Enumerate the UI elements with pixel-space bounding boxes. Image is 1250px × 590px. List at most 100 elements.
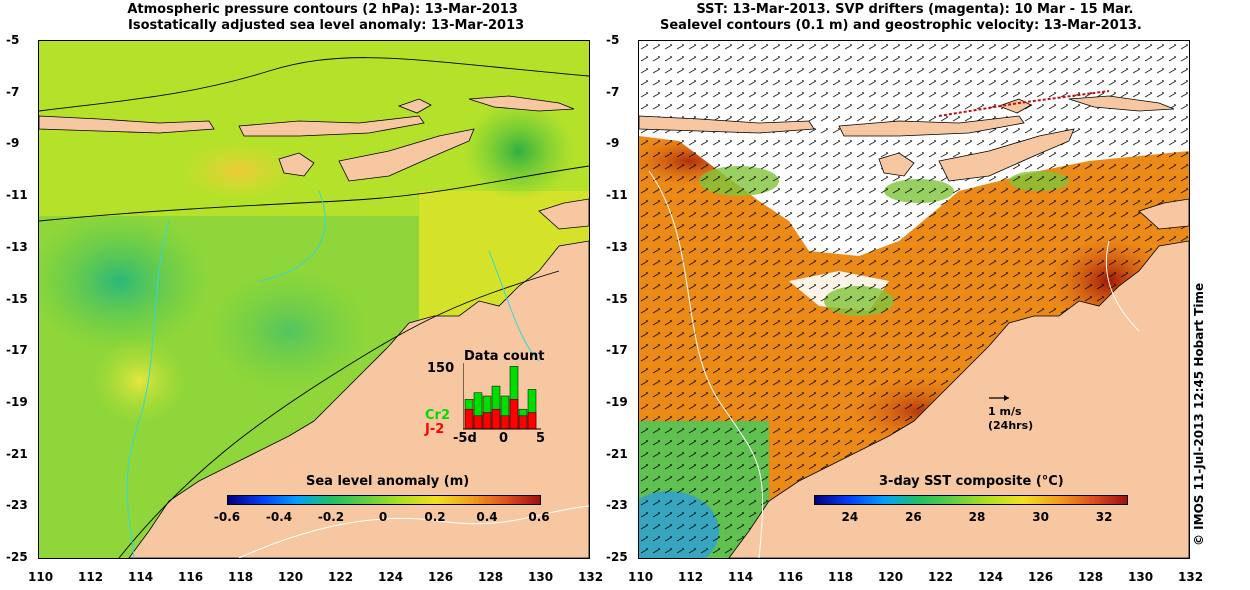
x-tick-label: 126 (1028, 570, 1054, 584)
islands (639, 95, 1189, 230)
velocity-scale-label: 1 m/s (988, 405, 1022, 418)
colorbar-tick-label: 24 (841, 510, 859, 524)
pressure-contours (39, 57, 589, 558)
colorbar-tick-label: 0.4 (476, 510, 498, 524)
anomaly-blob-south (89, 336, 189, 426)
colorbar-tick-label: 30 (1032, 510, 1049, 524)
colorbar-tick-label: -0.6 (213, 510, 241, 524)
australia-land (128, 240, 589, 558)
y-tick-label: -5 (606, 33, 620, 47)
y-tick-label: -21 (606, 446, 628, 461)
data-count-x-label-end: 5 (536, 431, 546, 446)
sst-map: 1 m/s (24hrs) 3-day SST composite (°C) 2… (638, 40, 1190, 559)
australia-land (728, 240, 1189, 558)
x-tick-label: 122 (328, 570, 354, 584)
y-tick-label: -15 (6, 291, 28, 306)
x-tick-label: 128 (478, 570, 504, 584)
x-tick-label: 120 (878, 570, 904, 584)
drifter-track (938, 90, 1110, 117)
left-title-line2: Isostatically adjusted sea level anomaly… (128, 18, 525, 33)
velocity-scale-sublabel: (24hrs) (988, 419, 1034, 432)
j2-bar (500, 415, 510, 430)
data-count-chart (463, 363, 541, 430)
y-tick-label: -17 (6, 343, 28, 358)
y-tick-label: -23 (606, 498, 628, 513)
x-tick-label: 122 (928, 570, 954, 584)
x-tick-label: 132 (1178, 570, 1204, 584)
x-tick-label: 130 (528, 570, 554, 584)
x-tick-label: 124 (978, 570, 1004, 584)
colorbar-tick-label: -0.4 (265, 510, 293, 524)
j2-bar (518, 415, 528, 430)
x-tick-label: 114 (128, 570, 154, 584)
y-tick-label: -7 (6, 84, 20, 99)
j2-bar (509, 399, 519, 430)
x-tick-label: 116 (178, 570, 204, 584)
y-tick-label: -11 (6, 188, 28, 203)
y-tick-label: -25 (6, 550, 28, 564)
anomaly-blob-west (39, 211, 209, 351)
x-tick-label: 110 (628, 570, 654, 584)
j2-bar (482, 412, 492, 430)
left-panel-title: Atmospheric pressure contours (2 hPa): 1… (86, 2, 524, 34)
colorbar-tick-label: 0.6 (528, 510, 550, 524)
sea-level-anomaly-map: Sea level anomaly (m) -0.6 -0.4 -0.2 0 0.2 0.… (38, 40, 590, 559)
anomaly-blob-east (464, 101, 574, 201)
y-tick-label: -5 (6, 33, 20, 47)
colorbar-tick-label: 26 (905, 510, 922, 524)
series-j2-label: J-2 (425, 422, 445, 437)
colorbar-tick-label: 28 (968, 510, 986, 524)
x-tick-label: 120 (278, 570, 304, 584)
sla-colorbar (227, 495, 541, 505)
right-title-line1: SST: 13-Mar-2013. SVP drifters (magenta)… (696, 2, 1134, 17)
y-tick-label: -15 (606, 291, 628, 306)
colorbar-tick-label: 32 (1095, 510, 1113, 524)
copyright-timestamp: © IMOS 11-Jul-2013 12:45 Hobart Time (1192, 282, 1206, 546)
sla-colorbar-title: Sea level anomaly (m) (306, 474, 470, 489)
x-tick-label: 126 (428, 570, 454, 584)
x-tick-label: 118 (228, 570, 254, 584)
x-tick-label: 118 (828, 570, 854, 584)
x-tick-label: 112 (678, 570, 704, 584)
anomaly-blob-mid (209, 271, 369, 391)
colorbar-tick-label: 0 (378, 510, 388, 524)
j2-bar (527, 412, 537, 430)
right-panel-title: SST: 13-Mar-2013. SVP drifters (magenta)… (640, 2, 1142, 34)
anomaly-blob-timor (179, 141, 299, 201)
data-count-title: Data count (464, 349, 545, 364)
y-tick-label: -25 (606, 550, 628, 564)
y-tick-label: -19 (6, 394, 28, 409)
j2-bar (491, 408, 501, 430)
y-tick-label: -19 (606, 394, 628, 409)
x-tick-label: 130 (1128, 570, 1154, 584)
cyan-contours (126, 190, 540, 558)
x-tick-label: 112 (78, 570, 104, 584)
data-count-x-label-start: -5d (453, 431, 477, 446)
x-tick-label: 110 (28, 570, 54, 584)
y-tick-label: -13 (606, 239, 628, 254)
j2-bar (464, 408, 474, 430)
data-count-max: 150 (427, 361, 455, 376)
y-tick-label: -9 (6, 136, 20, 151)
white-contours (238, 505, 589, 558)
y-tick-label: -21 (6, 446, 28, 461)
sst-colorbar (814, 495, 1128, 505)
x-tick-label: 132 (578, 570, 604, 584)
y-tick-label: -11 (606, 188, 628, 203)
left-title-line1: Atmospheric pressure contours (2 hPa): 1… (127, 2, 518, 17)
y-tick-label: -9 (606, 136, 620, 151)
y-tick-label: -17 (606, 343, 628, 358)
x-tick-label: 116 (778, 570, 804, 584)
y-tick-label: -7 (606, 84, 620, 99)
colorbar-tick-label: -0.2 (317, 510, 345, 524)
j2-bar (473, 415, 483, 430)
x-tick-label: 124 (378, 570, 404, 584)
velocity-scale-arrowhead (1004, 395, 1009, 401)
series-cr2-label: Cr2 (425, 408, 450, 423)
sealevel-contours (648, 170, 1140, 558)
x-tick-label: 114 (728, 570, 754, 584)
y-tick-label: -13 (6, 239, 28, 254)
right-title-line2: Sealevel contours (0.1 m) and geostrophi… (660, 18, 1142, 33)
data-count-x-label-mid: 0 (499, 431, 509, 446)
sst-canvas (639, 41, 1189, 558)
